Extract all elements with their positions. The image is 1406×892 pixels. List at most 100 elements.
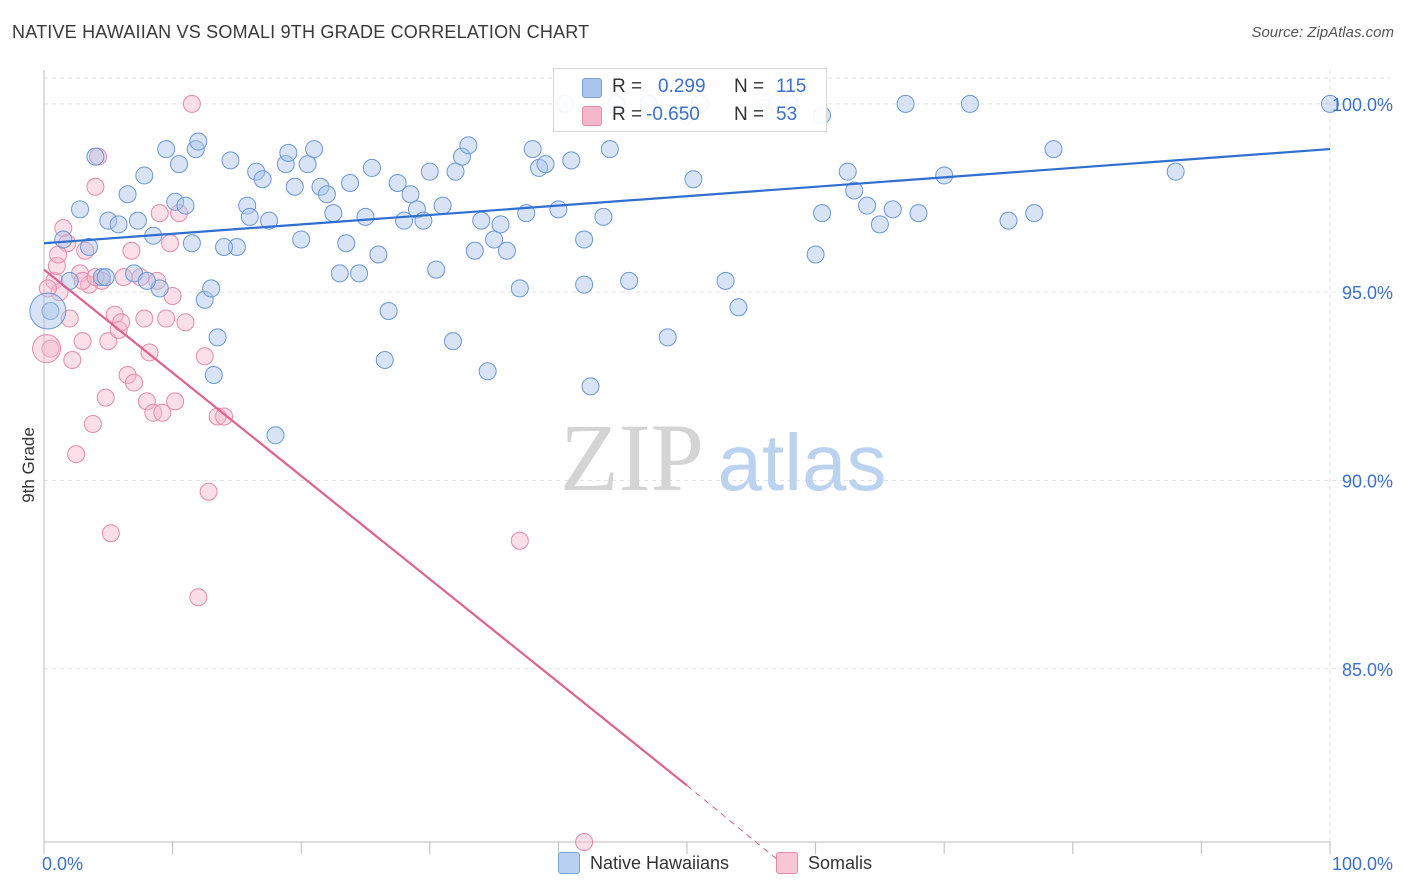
native-hawaiians-point [260, 211, 279, 230]
somalis-point [153, 403, 172, 422]
native-hawaiians-points [29, 94, 1339, 445]
native-hawaiians-point [137, 271, 156, 290]
somalis-point [122, 241, 141, 260]
native-hawaiians-point [305, 140, 324, 159]
somalis-point [96, 388, 115, 407]
native-hawaiians-point [497, 241, 516, 260]
stats-n-value: 53 [776, 104, 798, 125]
native-hawaiians-point [523, 140, 542, 159]
somalis-point [105, 305, 124, 324]
watermark-zip: ZIP [560, 404, 704, 511]
native-hawaiians-point [238, 196, 257, 215]
native-hawaiians-point [459, 136, 478, 155]
native-hawaiians-point [443, 332, 462, 351]
native-hawaiians-point [909, 204, 928, 223]
somalis-point [101, 524, 120, 543]
somalis-point [41, 339, 60, 358]
native-hawaiians-point [135, 166, 154, 185]
native-hawaiians-point [29, 292, 67, 330]
somalis-points [32, 94, 594, 851]
native-hawaiians-point [896, 94, 915, 113]
legend-item-somalis[interactable]: Somalis [776, 852, 872, 874]
source-label: Source: ZipAtlas.com [1251, 24, 1394, 41]
native-hawaiians-point [845, 181, 864, 200]
somalis-point [161, 234, 180, 253]
somalis-point [99, 332, 118, 351]
somalis-trend-extension [686, 785, 784, 865]
somalis-point [32, 334, 62, 364]
native-hawaiians-point [575, 230, 594, 249]
native-hawaiians-point [227, 237, 246, 256]
native-hawaiians-point [186, 140, 205, 159]
watermark-atlas: atlas [718, 418, 887, 507]
somalis-point [195, 347, 214, 366]
native-hawaiians-point [86, 147, 105, 166]
legend-swatch-blue [558, 852, 580, 874]
somalis-point [137, 392, 156, 411]
native-hawaiians-point [341, 173, 360, 192]
native-hawaiians-point [350, 264, 369, 283]
y-tick-label: 90.0% [1342, 471, 1393, 491]
native-hawaiians-trend-line [43, 147, 1331, 245]
stats-row-native-hawaiians: R = 0.299 N = 115 [554, 73, 826, 101]
native-hawaiians-point [247, 162, 266, 181]
somalis-point [170, 204, 189, 223]
somalis-trend-line [43, 268, 688, 787]
native-hawaiians-point [960, 94, 979, 113]
native-hawaiians-point [166, 192, 185, 211]
native-hawaiians-point [215, 237, 234, 256]
somalis-point [45, 271, 64, 290]
native-hawaiians-point [279, 143, 298, 162]
native-hawaiians-point [813, 204, 832, 223]
native-hawaiians-point [96, 268, 115, 287]
native-hawaiians-point [128, 211, 147, 230]
native-hawaiians-point [1044, 140, 1063, 159]
native-hawaiians-point [99, 211, 118, 230]
somalis-point [50, 283, 69, 302]
somalis-point [215, 407, 234, 426]
x-tick-label: 100.0% [1332, 854, 1393, 874]
somalis-point [38, 279, 57, 298]
native-hawaiians-point [575, 275, 594, 294]
native-hawaiians-point [716, 271, 735, 290]
native-hawaiians-point [266, 426, 285, 445]
somalis-point [83, 414, 102, 433]
somalis-point [118, 366, 137, 385]
stats-n-value: 115 [776, 76, 807, 97]
somalis-point [182, 94, 201, 113]
native-hawaiians-point [221, 151, 240, 170]
stats-row-somalis: R = -0.650 N = 53 [554, 101, 826, 129]
stats-r-label: R = [612, 76, 643, 97]
native-hawaiians-point [208, 328, 227, 347]
somalis-point [157, 309, 176, 328]
native-hawaiians-point [433, 196, 452, 215]
native-hawaiians-point [170, 155, 189, 174]
somalis-point [135, 309, 154, 328]
native-hawaiians-point [311, 177, 330, 196]
trend-lines [43, 147, 1331, 865]
legend-item-native-hawaiians[interactable]: Native Hawaiians [558, 852, 729, 874]
native-hawaiians-point [362, 158, 381, 177]
native-hawaiians-point [729, 298, 748, 317]
native-hawaiians-point [337, 234, 356, 253]
native-hawaiians-point [883, 200, 902, 219]
somalis-point [63, 350, 82, 369]
native-hawaiians-point [581, 377, 600, 396]
tick-labels: 100.0% 95.0% 90.0% 85.0% 0.0% 100.0% [42, 95, 1393, 874]
native-hawaiians-point [858, 196, 877, 215]
native-hawaiians-point [324, 204, 343, 223]
native-hawaiians-point [109, 215, 128, 234]
stats-box: R = 0.299 N = 115 R = -0.650 N = 53 [553, 68, 827, 132]
y-tick-label: 85.0% [1342, 660, 1393, 680]
stats-r-value: -0.650 [646, 104, 700, 125]
native-hawaiians-point [240, 207, 259, 226]
native-hawaiians-point [1025, 204, 1044, 223]
legend-swatch-pink [776, 852, 798, 874]
somalis-point [510, 531, 529, 550]
native-hawaiians-point [485, 230, 504, 249]
chart-title: NATIVE HAWAIIAN VS SOMALI 9TH GRADE CORR… [12, 22, 590, 42]
native-hawaiians-point [375, 350, 394, 369]
native-hawaiians-point [317, 185, 336, 204]
native-hawaiians-point [253, 170, 272, 189]
native-hawaiians-point [276, 155, 295, 174]
